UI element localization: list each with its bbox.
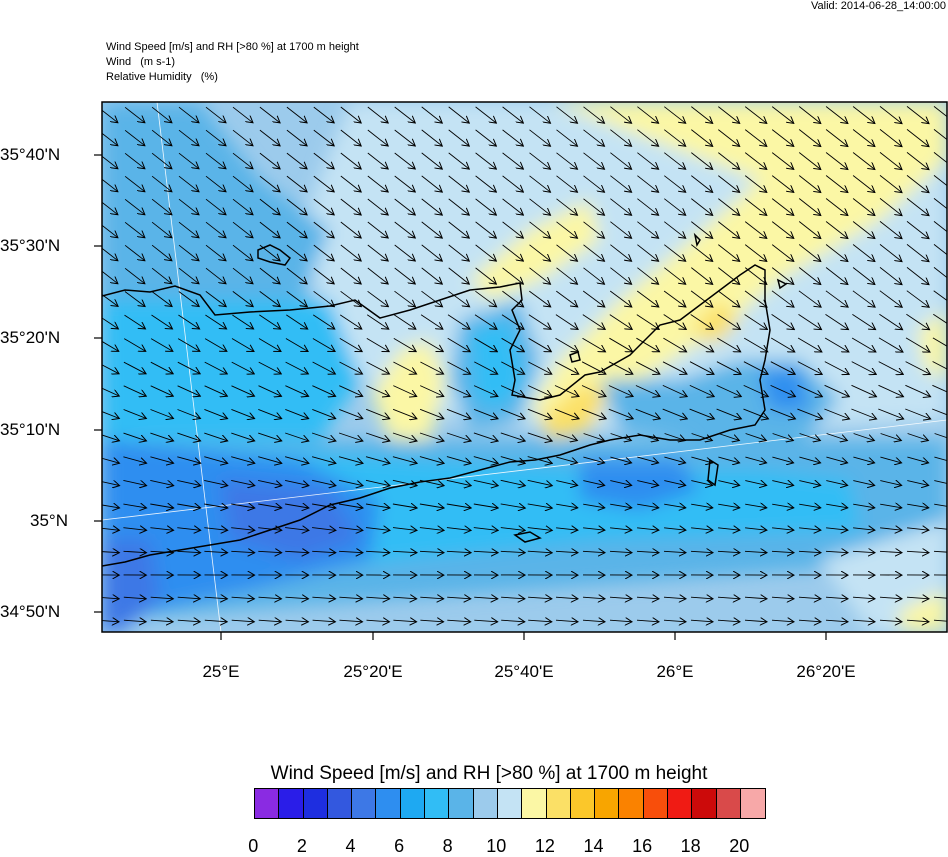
colorbar-swatch [741,789,765,818]
lat-label: 34°50'N [0,602,96,622]
wind-speed-field [96,102,948,632]
lat-label: 35°30'N [0,236,96,256]
colorbar-swatch [571,789,595,818]
colorbar-swatch [352,789,376,818]
colorbar-swatch [595,789,619,818]
colorbar-swatch [668,789,692,818]
colorbar-title: Wind Speed [m/s] and RH [>80 %] at 1700 … [0,763,948,785]
colorbar-swatch [449,789,473,818]
colorbar-swatch [474,789,498,818]
lon-label: 25°20'E [343,662,402,682]
colorbar-swatch [498,789,522,818]
lat-label: 35°40'N [0,145,96,165]
colorbar-swatch [692,789,716,818]
colorbar-swatch [619,789,643,818]
colorbar-swatch [401,789,425,818]
colorbar-swatch [547,789,571,818]
colorbar-swatch [376,789,400,818]
lon-label: 25°40'E [494,662,553,682]
lat-label: 35°10'N [0,420,96,440]
colorbar-swatch [304,789,328,818]
colorbar-swatch [328,789,352,818]
lon-label: 26°20'E [796,662,855,682]
lon-label: 25°E [202,662,239,682]
colorbar [254,788,766,819]
colorbar-swatch [255,789,279,818]
colorbar-swatch [425,789,449,818]
lon-label: 26°E [656,662,693,682]
colorbar-swatch [644,789,668,818]
colorbar-swatch [279,789,303,818]
lat-label: 35°N [0,511,96,531]
colorbar-swatch [717,789,741,818]
map-plot [0,0,948,700]
colorbar-swatch [522,789,546,818]
lat-label: 35°20'N [0,328,96,348]
